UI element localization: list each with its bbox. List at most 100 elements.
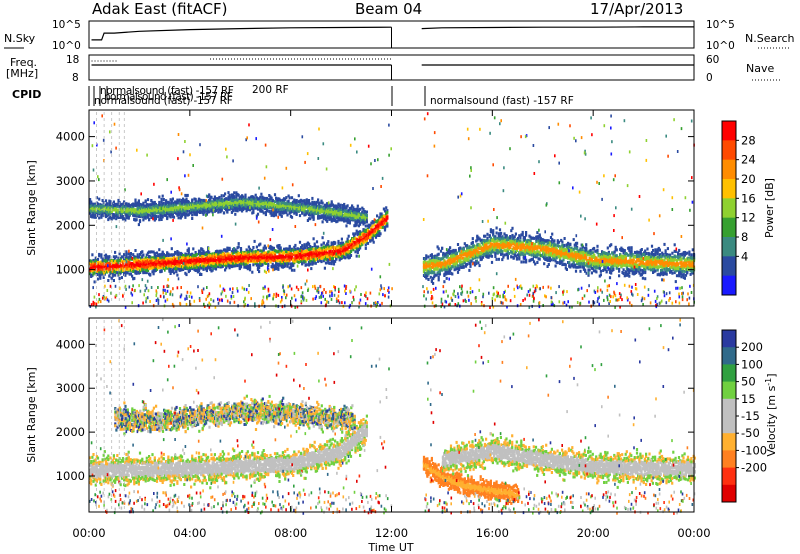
cell — [136, 263, 139, 267]
cell — [116, 261, 119, 265]
cell — [260, 192, 263, 196]
cell — [177, 216, 180, 220]
cell — [124, 268, 127, 272]
cell — [203, 210, 206, 214]
cell — [363, 233, 366, 236]
cell — [360, 236, 363, 240]
cell — [114, 273, 117, 277]
cell — [245, 251, 248, 255]
cpid-overlap-4: 200 RF — [252, 84, 289, 96]
cell — [184, 215, 187, 219]
cell — [128, 256, 131, 259]
cell — [202, 265, 205, 269]
cell — [205, 256, 208, 260]
power-scatter — [89, 112, 696, 309]
cell — [275, 213, 278, 217]
cell — [168, 261, 171, 265]
cell — [317, 259, 320, 263]
cell — [142, 253, 145, 257]
cell — [109, 266, 112, 270]
cell — [106, 255, 109, 259]
cell — [136, 258, 139, 262]
cell — [96, 257, 100, 261]
cell — [212, 264, 215, 268]
cell — [186, 254, 189, 258]
cell — [185, 265, 188, 269]
cell — [160, 269, 163, 273]
cell — [205, 263, 208, 267]
cell — [290, 268, 294, 272]
cell — [135, 218, 138, 222]
cell — [149, 273, 152, 277]
cell — [251, 270, 254, 274]
cell — [251, 255, 254, 259]
cell — [188, 266, 191, 270]
cell — [369, 239, 372, 243]
cell — [135, 270, 138, 273]
cell — [132, 253, 135, 257]
cell — [100, 270, 103, 274]
cell — [100, 215, 103, 219]
cell — [169, 270, 172, 274]
cell — [116, 263, 119, 267]
cell — [123, 253, 126, 257]
cell — [96, 261, 100, 265]
cell — [199, 253, 202, 257]
cell — [326, 219, 329, 223]
cell — [96, 263, 100, 267]
cell — [254, 253, 257, 257]
cell — [238, 255, 241, 259]
cell — [247, 257, 250, 261]
cell — [112, 260, 115, 264]
cell — [126, 268, 129, 272]
cell — [182, 268, 185, 271]
cell — [208, 251, 211, 255]
cell — [200, 258, 203, 262]
cell — [283, 210, 286, 214]
cell — [225, 263, 228, 267]
cell — [354, 232, 357, 236]
cell — [331, 259, 334, 263]
cell — [107, 257, 110, 261]
cell — [269, 206, 272, 209]
cell — [100, 255, 103, 259]
cell — [348, 221, 351, 225]
cell — [246, 264, 249, 268]
cell — [239, 248, 243, 252]
cell — [149, 250, 152, 254]
cell — [225, 266, 228, 270]
cell — [152, 266, 155, 270]
cell — [234, 250, 237, 254]
cell — [99, 268, 102, 272]
cell — [294, 243, 297, 247]
cell — [90, 264, 93, 268]
cell — [99, 261, 102, 265]
cell — [194, 251, 197, 254]
cell — [312, 237, 315, 241]
cell — [126, 271, 129, 275]
cell — [248, 253, 252, 257]
cell — [159, 264, 162, 268]
cell — [303, 199, 306, 203]
cell — [380, 212, 383, 216]
cell — [133, 265, 136, 269]
cell — [295, 211, 298, 215]
cell — [191, 217, 194, 220]
cell — [93, 260, 96, 264]
cell — [235, 195, 238, 199]
cell — [200, 266, 203, 270]
station-title: Adak East (fitACF) — [92, 0, 227, 18]
cell — [192, 247, 195, 251]
cell — [111, 265, 114, 269]
cell — [149, 264, 152, 268]
cpid-overlap-2: normalsound (fast) -157 RF — [104, 91, 233, 103]
cell — [179, 264, 182, 268]
cell — [255, 263, 258, 267]
cell — [386, 210, 389, 214]
cell — [190, 264, 193, 267]
cell — [227, 191, 230, 195]
cell — [124, 272, 127, 275]
cell — [225, 258, 228, 262]
cell — [96, 277, 100, 281]
cell — [127, 216, 130, 220]
